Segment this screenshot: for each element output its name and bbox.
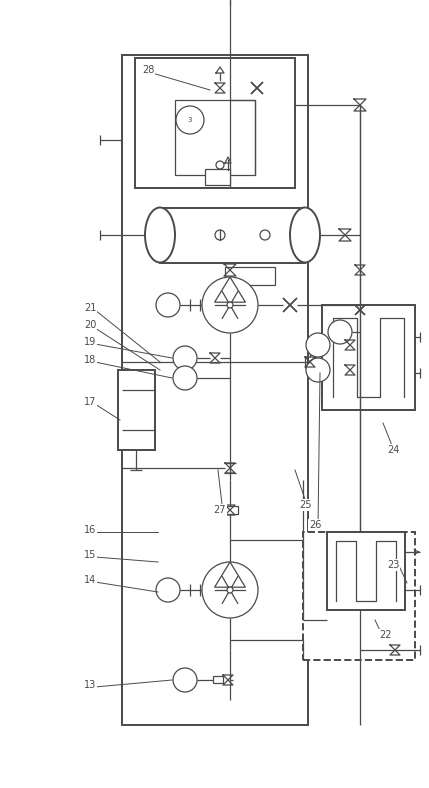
- Polygon shape: [355, 305, 365, 315]
- Ellipse shape: [145, 207, 175, 262]
- Text: 23: 23: [387, 560, 399, 570]
- Polygon shape: [251, 82, 263, 94]
- Text: 16: 16: [84, 525, 96, 535]
- Text: 3: 3: [188, 117, 192, 123]
- Text: 20: 20: [84, 320, 96, 330]
- Circle shape: [173, 668, 197, 692]
- Text: 14: 14: [84, 575, 96, 585]
- Circle shape: [306, 358, 330, 382]
- Text: 24: 24: [387, 445, 399, 455]
- Text: 26: 26: [309, 520, 321, 530]
- Bar: [213, 676, 223, 683]
- Text: 28: 28: [142, 65, 154, 75]
- Bar: [303, 532, 415, 660]
- Text: 18: 18: [84, 355, 96, 365]
- Text: 19: 19: [84, 337, 96, 347]
- Circle shape: [202, 277, 258, 333]
- Circle shape: [215, 230, 225, 240]
- Ellipse shape: [290, 207, 320, 262]
- Circle shape: [328, 320, 352, 344]
- Circle shape: [306, 333, 330, 357]
- Circle shape: [176, 106, 204, 134]
- Bar: [135, 58, 295, 188]
- Bar: [175, 100, 255, 175]
- Circle shape: [227, 587, 233, 593]
- Polygon shape: [214, 562, 245, 587]
- Text: 13: 13: [84, 680, 96, 690]
- Polygon shape: [283, 298, 297, 312]
- Circle shape: [156, 578, 180, 602]
- Text: 17: 17: [84, 397, 96, 407]
- Text: 21: 21: [84, 303, 96, 313]
- Polygon shape: [283, 298, 297, 312]
- Bar: [205, 169, 230, 185]
- Polygon shape: [251, 82, 263, 94]
- Text: 27: 27: [214, 505, 226, 515]
- Circle shape: [216, 161, 224, 169]
- Polygon shape: [355, 305, 365, 315]
- Bar: [122, 55, 308, 725]
- Bar: [118, 370, 155, 450]
- Circle shape: [202, 562, 258, 618]
- Bar: [222, 506, 238, 514]
- Text: 22: 22: [379, 630, 391, 640]
- Circle shape: [227, 302, 233, 308]
- Text: 15: 15: [84, 550, 96, 560]
- Circle shape: [173, 366, 197, 390]
- Text: 25: 25: [299, 500, 311, 510]
- Bar: [322, 305, 415, 410]
- Polygon shape: [214, 277, 245, 303]
- Bar: [327, 532, 405, 610]
- Circle shape: [260, 230, 270, 240]
- Bar: [160, 207, 305, 262]
- Circle shape: [156, 293, 180, 317]
- Bar: [225, 266, 275, 284]
- Circle shape: [173, 346, 197, 370]
